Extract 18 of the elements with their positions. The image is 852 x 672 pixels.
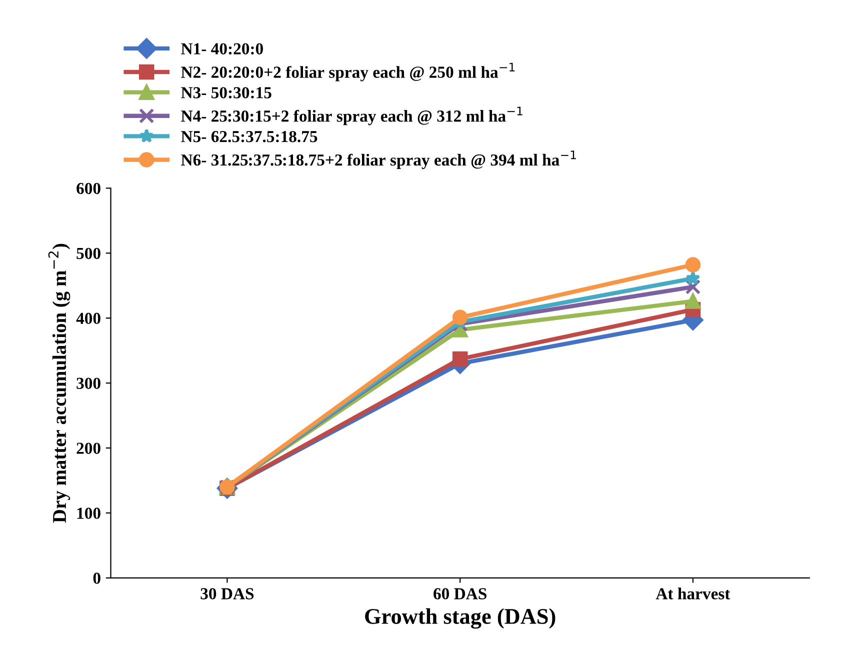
x-tick-label: 60 DAS — [434, 588, 486, 600]
legend-label: N1- 40:20:0 — [181, 43, 263, 55]
y-tick-label: 500 — [76, 248, 100, 260]
legend-label: N3- 50:30:15 — [181, 87, 272, 98]
legend-label: N2- 20:20:0+2 foliar spray each @ 250 ml ha$^{−1}$ — [181, 62, 515, 82]
legend-label: N5- 62.5:37.5:18.75 — [181, 130, 318, 142]
y-tick-label: 300 — [76, 378, 100, 389]
y-axis-title: Dry matter accumulation (g m$^{−2}$) — [48, 244, 70, 523]
legend-label: N4- 25:30:15+2 foliar spray each @ 312 ml ha$^{−1}$ — [181, 106, 522, 126]
legend-label: N6- 31.25:37.5:18.75+2 foliar spray each @ 394 ml ha$^{−1}$ — [181, 150, 576, 170]
y-tick-label: 200 — [76, 442, 100, 454]
x-tick-label: At harvest — [656, 588, 730, 600]
y-tick-label: 100 — [77, 508, 100, 519]
y-tick-label: 400 — [76, 312, 100, 324]
x-axis-title: Growth stage (DAS) — [365, 608, 556, 629]
x-tick-label: 30 DAS — [200, 588, 254, 600]
y-tick-label: 600 — [76, 182, 100, 194]
y-tick-label: 0 — [93, 572, 100, 584]
